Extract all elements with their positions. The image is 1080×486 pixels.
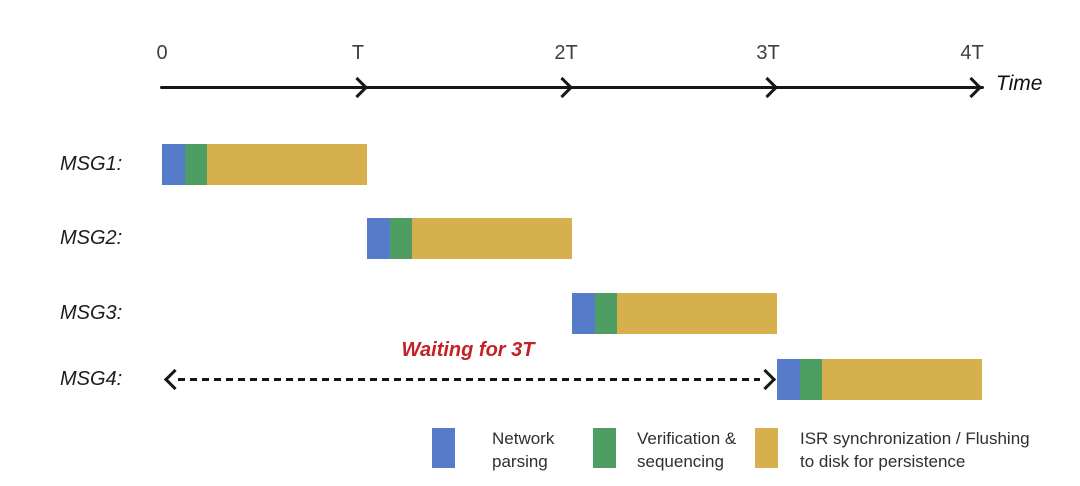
- msg3-segment-verification-sequencing: [595, 293, 617, 334]
- msg3-segment-isr-flush: [617, 293, 777, 334]
- msg4-bar: [777, 359, 982, 400]
- time-axis-line: [160, 86, 984, 89]
- waiting-dashed-line: [178, 378, 760, 381]
- legend-swatch-isr-flush: [755, 428, 778, 468]
- legend-label-isr-flush: ISR synchronization / Flushing to disk f…: [800, 427, 1030, 473]
- msg4-label: MSG4:: [60, 368, 123, 390]
- msg2-segment-network-parsing: [367, 218, 390, 259]
- legend-label-line: ISR synchronization / Flushing: [800, 429, 1030, 448]
- axis-arrowhead-icon: [756, 76, 779, 99]
- axis-arrowhead-icon: [346, 76, 369, 99]
- msg1-segment-verification-sequencing: [185, 144, 207, 185]
- msg3-segment-network-parsing: [572, 293, 595, 334]
- legend-label-verification-sequencing: Verification & sequencing: [637, 427, 736, 473]
- msg1-segment-network-parsing: [162, 144, 185, 185]
- axis-time-label: Time: [996, 72, 1043, 95]
- axis-tick-label-2t: 2T: [554, 42, 578, 64]
- axis-tick-label-t: T: [351, 42, 365, 64]
- arrow-right-icon: [754, 368, 777, 391]
- msg3-label: MSG3:: [60, 302, 123, 324]
- axis-tick-label-4t: 4T: [960, 42, 984, 64]
- legend-label-line: Verification &: [637, 429, 737, 448]
- msg1-segment-isr-flush: [207, 144, 367, 185]
- legend-swatch-verification-sequencing: [593, 428, 616, 468]
- legend-label-line: to disk for persistence: [800, 452, 966, 471]
- legend-label-line: sequencing: [637, 452, 724, 471]
- waiting-annotation: Waiting for 3T: [401, 339, 535, 361]
- msg3-bar: [572, 293, 777, 334]
- msg2-segment-isr-flush: [412, 218, 572, 259]
- msg4-segment-isr-flush: [822, 359, 982, 400]
- legend-label-line: Network: [492, 429, 555, 448]
- msg2-label: MSG2:: [60, 227, 123, 249]
- msg4-segment-network-parsing: [777, 359, 800, 400]
- msg1-bar: [162, 144, 367, 185]
- axis-arrowhead-icon: [551, 76, 574, 99]
- legend-label-network-parsing: Network parsing: [492, 427, 554, 473]
- msg2-segment-verification-sequencing: [390, 218, 412, 259]
- axis-arrowhead-icon: [960, 76, 983, 99]
- msg4-segment-verification-sequencing: [800, 359, 822, 400]
- msg2-bar: [367, 218, 572, 259]
- axis-tick-label-0: 0: [156, 42, 168, 64]
- legend-swatch-network-parsing: [432, 428, 455, 468]
- axis-tick-label-3t: 3T: [756, 42, 780, 64]
- legend-label-line: parsing: [492, 452, 548, 471]
- arrow-left-icon: [163, 368, 186, 391]
- msg1-label: MSG1:: [60, 153, 123, 175]
